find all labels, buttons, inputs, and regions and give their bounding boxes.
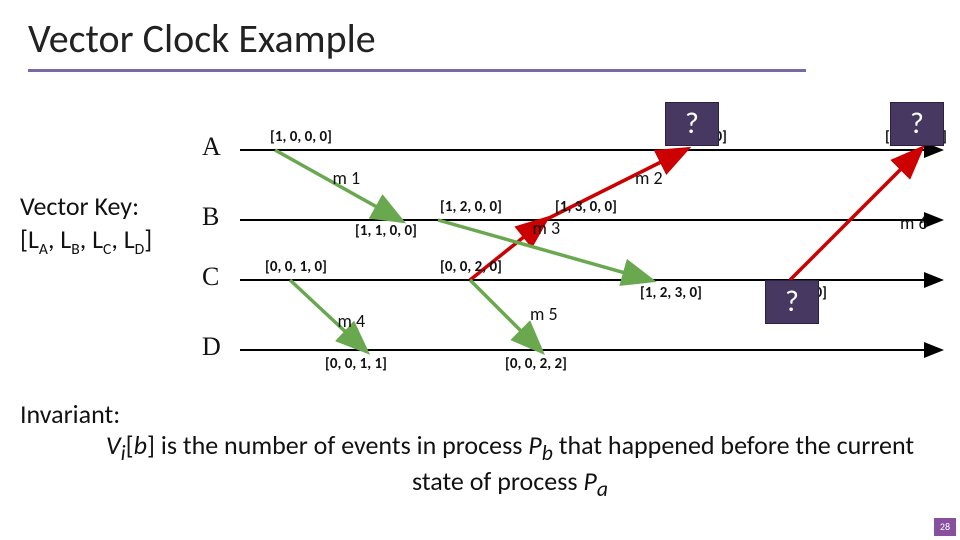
process-b-label: B bbox=[202, 202, 219, 232]
invariant-text: Vi[b] is the number of events in process… bbox=[100, 430, 920, 502]
process-d-label: D bbox=[202, 332, 221, 362]
vec-b1: [1, 1, 0, 0] bbox=[355, 222, 417, 240]
vector-clock-diagram: A B C D [1, 0, 0, 0] [2, 3, 3, 0] [3, 4,… bbox=[220, 110, 950, 370]
msg-m1: m 1 bbox=[333, 167, 361, 189]
msg-m5: m 5 bbox=[530, 303, 558, 325]
msg-m6: m 6 bbox=[900, 212, 928, 234]
vec-b3: [1, 3, 0, 0] bbox=[555, 198, 617, 216]
vec-d2: [0, 0, 2, 2] bbox=[505, 355, 567, 373]
msg-m2: m 2 bbox=[635, 167, 663, 189]
vector-key-line1: Vector Key: bbox=[20, 190, 152, 223]
vec-a1: [1, 0, 0, 0] bbox=[270, 128, 332, 146]
slide-title: Vector Clock Example bbox=[28, 14, 806, 72]
vec-b-up: [1, 2, 0, 0] bbox=[440, 198, 502, 216]
question-box-2: ? bbox=[890, 102, 944, 146]
msg-m4: m 4 bbox=[338, 310, 366, 332]
vec-c3: [1, 2, 3, 0] bbox=[640, 284, 702, 302]
vec-c2: [0, 0, 2, 0] bbox=[440, 258, 502, 276]
invariant-label: Invariant: bbox=[20, 398, 120, 430]
msg-m3: m 3 bbox=[533, 217, 561, 239]
vector-key-line2: [LA, LB, LC, LD] bbox=[20, 223, 152, 260]
question-box-3: ? bbox=[765, 280, 819, 324]
vec-c1: [0, 0, 1, 0] bbox=[265, 258, 327, 276]
page-number: 28 bbox=[934, 518, 956, 536]
vector-key: Vector Key: [LA, LB, LC, LD] bbox=[20, 190, 152, 259]
diagram-svg bbox=[220, 110, 950, 380]
vec-d1: [0, 0, 1, 1] bbox=[325, 355, 387, 373]
question-box-1: ? bbox=[665, 102, 719, 146]
process-a-label: A bbox=[202, 132, 221, 162]
process-c-label: C bbox=[202, 262, 219, 292]
